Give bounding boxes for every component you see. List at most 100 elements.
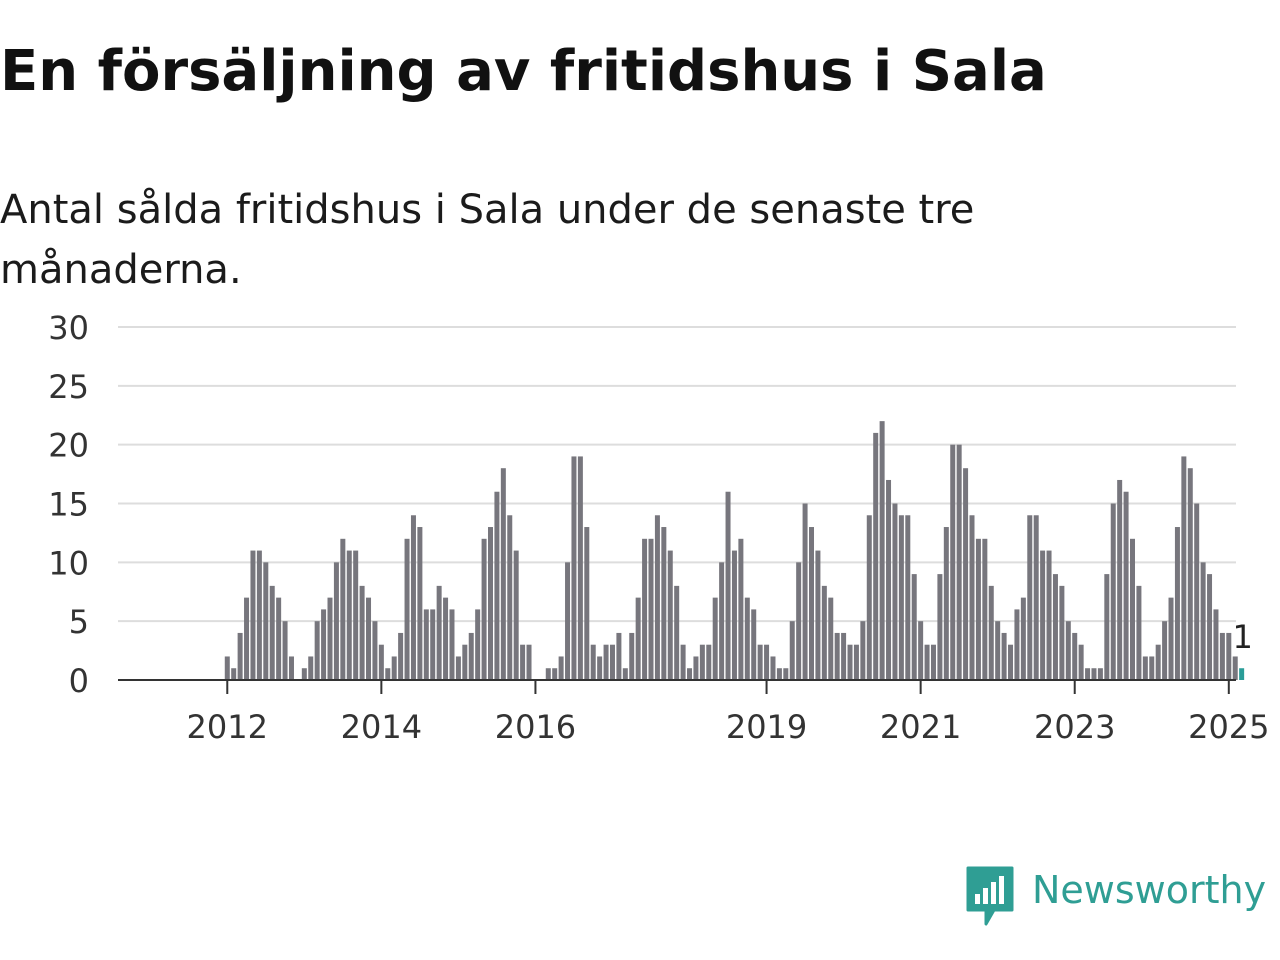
bar bbox=[738, 538, 744, 680]
bar bbox=[776, 668, 782, 680]
x-tick-label: 2014 bbox=[341, 708, 422, 746]
y-tick-label: 30 bbox=[48, 309, 89, 347]
bar bbox=[488, 527, 493, 680]
bar bbox=[1065, 621, 1071, 680]
bar bbox=[1123, 491, 1129, 680]
bar bbox=[1194, 503, 1200, 680]
bar bbox=[609, 644, 615, 680]
bar bbox=[327, 597, 333, 680]
brand-name: Newsworthy bbox=[1032, 868, 1267, 912]
bar bbox=[828, 597, 834, 680]
bar bbox=[288, 656, 294, 680]
bar bbox=[873, 432, 879, 680]
bar bbox=[603, 644, 609, 680]
bar bbox=[1027, 515, 1033, 680]
bar bbox=[693, 656, 699, 680]
bar bbox=[1226, 632, 1232, 680]
x-tick-label: 2019 bbox=[726, 708, 807, 746]
bar bbox=[353, 550, 359, 680]
bar bbox=[731, 550, 737, 680]
bar bbox=[584, 527, 590, 680]
bar bbox=[918, 621, 924, 680]
bar bbox=[1072, 632, 1078, 680]
y-axis-tick-labels: 0 5 10 15 20 25 30 bbox=[48, 309, 89, 700]
bar bbox=[654, 515, 660, 680]
bar bbox=[629, 632, 635, 680]
bar bbox=[1130, 538, 1135, 680]
bar bbox=[712, 597, 718, 680]
bar bbox=[866, 515, 872, 680]
bar bbox=[1207, 574, 1213, 680]
bar bbox=[500, 468, 506, 680]
bar bbox=[1187, 468, 1193, 680]
bar bbox=[1136, 585, 1142, 680]
bar bbox=[1040, 550, 1046, 680]
chart-title: En försäljning av fritidshus i Sala bbox=[0, 39, 1047, 104]
bar bbox=[359, 585, 365, 680]
bar bbox=[507, 515, 513, 680]
bar bbox=[725, 491, 731, 680]
bar bbox=[680, 644, 686, 680]
bar bbox=[269, 585, 275, 680]
bar bbox=[526, 644, 532, 680]
bar bbox=[417, 527, 423, 680]
y-tick-label: 5 bbox=[69, 603, 89, 641]
bar bbox=[1078, 644, 1084, 680]
bar bbox=[943, 527, 949, 680]
bar bbox=[545, 668, 551, 680]
bar bbox=[1033, 515, 1039, 680]
bar bbox=[410, 515, 416, 680]
bar bbox=[751, 609, 757, 680]
bar bbox=[372, 621, 378, 680]
bar bbox=[346, 550, 352, 680]
bar bbox=[256, 550, 262, 680]
bar bbox=[385, 668, 391, 680]
bar bbox=[853, 644, 859, 680]
bar-latest bbox=[1239, 668, 1245, 680]
bar bbox=[263, 562, 269, 680]
y-tick-label: 20 bbox=[48, 427, 89, 465]
bar bbox=[616, 632, 622, 680]
bar bbox=[282, 621, 288, 680]
bar bbox=[783, 668, 789, 680]
y-tick-label: 0 bbox=[69, 662, 89, 700]
bar bbox=[898, 515, 904, 680]
bar bbox=[1232, 656, 1238, 680]
bar bbox=[809, 527, 814, 680]
bar bbox=[237, 632, 243, 680]
bar bbox=[975, 538, 981, 680]
bar bbox=[1046, 550, 1052, 680]
bar bbox=[757, 644, 763, 680]
bar bbox=[905, 515, 911, 680]
bar bbox=[1181, 456, 1187, 680]
bar bbox=[577, 456, 583, 680]
bar bbox=[687, 668, 693, 680]
bar bbox=[635, 597, 641, 680]
bar bbox=[699, 644, 705, 680]
bar bbox=[667, 550, 673, 680]
bar bbox=[1104, 574, 1110, 680]
bar bbox=[1059, 585, 1065, 680]
bar bbox=[1200, 562, 1206, 680]
bar bbox=[622, 668, 628, 680]
bar bbox=[436, 585, 442, 680]
bar bbox=[821, 585, 827, 680]
y-tick-label: 25 bbox=[48, 368, 89, 406]
bar bbox=[391, 656, 397, 680]
bar bbox=[224, 656, 230, 680]
x-axis-tick-labels: 2012 2014 2016 2019 2021 2023 2025 bbox=[187, 708, 1270, 746]
bar bbox=[597, 656, 603, 680]
bar bbox=[423, 609, 429, 680]
bar bbox=[404, 538, 410, 680]
bar bbox=[841, 632, 847, 680]
bar bbox=[308, 656, 314, 680]
x-axis bbox=[118, 679, 1236, 694]
bar bbox=[276, 597, 282, 680]
bar bbox=[815, 550, 821, 680]
bar bbox=[879, 421, 885, 680]
x-tick-label: 2012 bbox=[187, 708, 268, 746]
bar bbox=[963, 468, 969, 680]
bar bbox=[892, 503, 898, 680]
bar bbox=[571, 456, 577, 680]
grid-lines bbox=[118, 326, 1236, 623]
